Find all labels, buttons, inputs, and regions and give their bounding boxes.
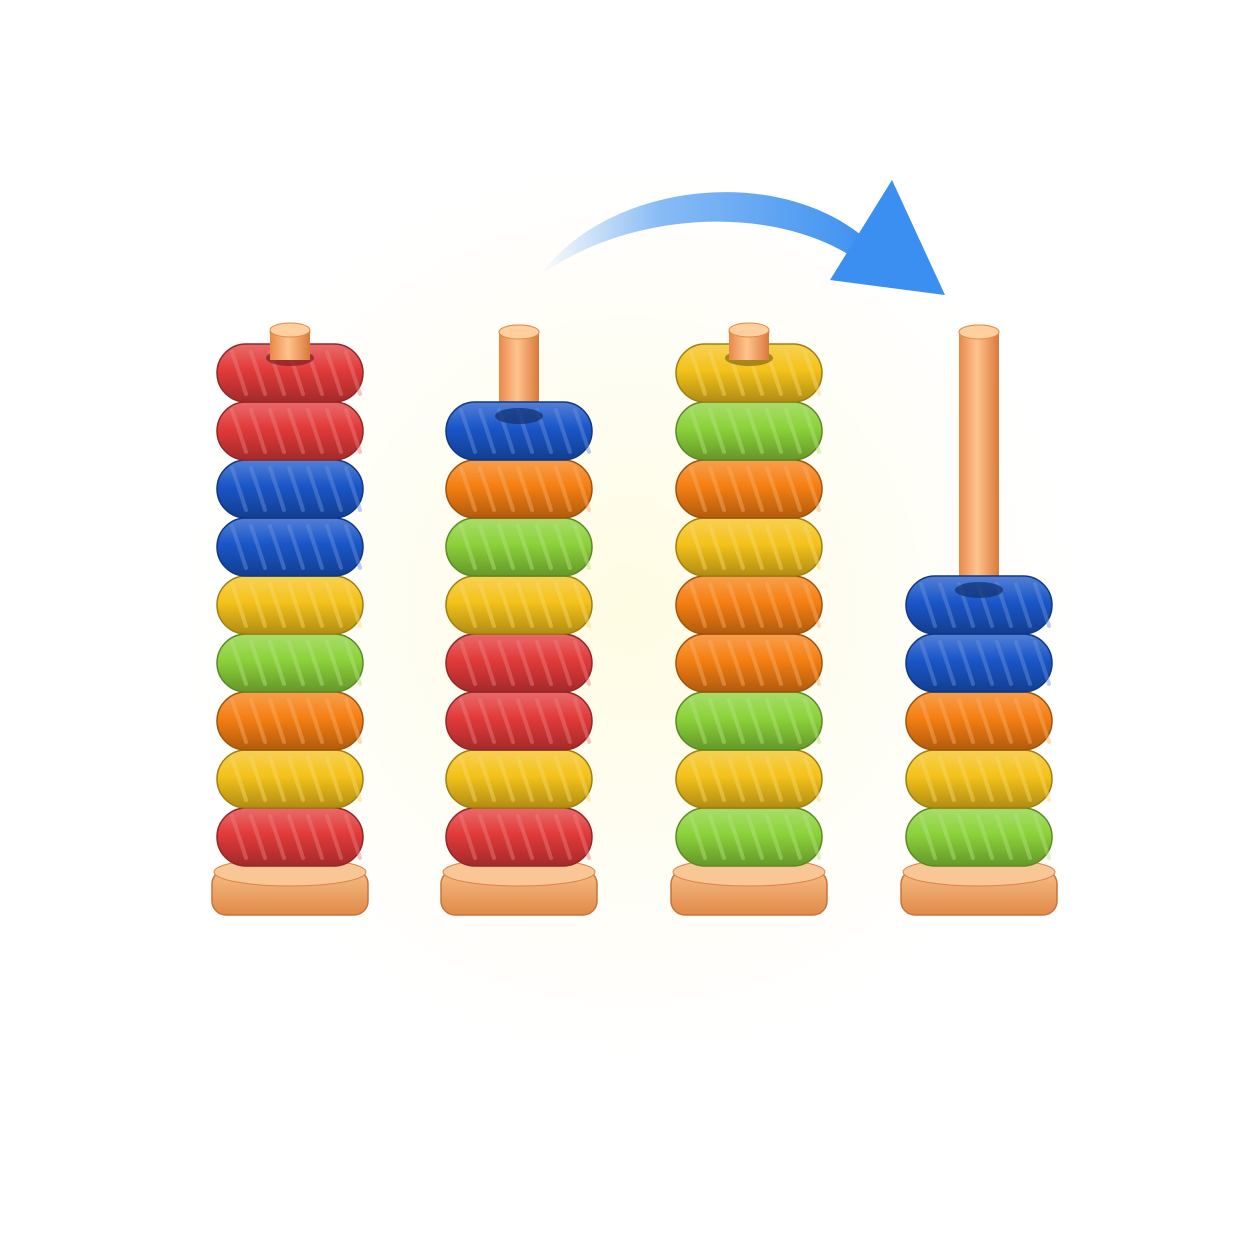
curved-arrow-icon — [540, 180, 945, 295]
ring-green[interactable] — [675, 401, 823, 461]
ring-orange[interactable] — [216, 691, 364, 751]
ring-yellow[interactable] — [675, 749, 823, 809]
peg-3[interactable] — [670, 322, 828, 916]
ring-red[interactable] — [445, 691, 593, 751]
peg-1[interactable] — [211, 322, 369, 916]
ring-yellow[interactable] — [216, 575, 364, 635]
ring-green[interactable] — [675, 691, 823, 751]
ring-red[interactable] — [216, 807, 364, 867]
ring-yellow[interactable] — [216, 749, 364, 809]
ring-green[interactable] — [445, 517, 593, 577]
ring-orange[interactable] — [675, 633, 823, 693]
move-arrow — [540, 180, 945, 295]
ring-orange[interactable] — [675, 459, 823, 519]
ring-blue[interactable] — [216, 459, 364, 519]
ring-blue[interactable] — [905, 575, 1053, 635]
ring-green[interactable] — [675, 807, 823, 867]
ring-green[interactable] — [216, 633, 364, 693]
ring-red[interactable] — [216, 401, 364, 461]
peg-2[interactable] — [440, 324, 598, 916]
ring-green[interactable] — [905, 807, 1053, 867]
ring-yellow[interactable] — [905, 749, 1053, 809]
ring-blue[interactable] — [905, 633, 1053, 693]
ring-orange[interactable] — [445, 459, 593, 519]
ring-blue[interactable] — [445, 401, 593, 461]
ring-yellow[interactable] — [445, 575, 593, 635]
ring-blue[interactable] — [216, 517, 364, 577]
ring-yellow[interactable] — [445, 749, 593, 809]
ring-red[interactable] — [445, 807, 593, 867]
peg-4[interactable] — [900, 324, 1058, 916]
ring-orange[interactable] — [905, 691, 1053, 751]
ring-yellow[interactable] — [675, 517, 823, 577]
ring-red[interactable] — [445, 633, 593, 693]
ring-orange[interactable] — [675, 575, 823, 635]
